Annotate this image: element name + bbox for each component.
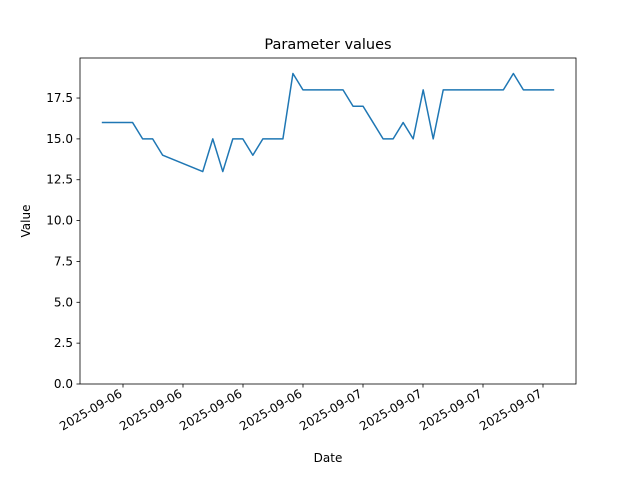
x-tick-label: 2025-09-06 [177,386,244,433]
y-tick-label: 17.5 [46,91,73,105]
x-axis-ticks: 2025-09-062025-09-062025-09-062025-09-06… [57,384,545,433]
plot-frame [79,57,577,385]
x-tick-label: 2025-09-06 [237,386,304,433]
y-tick-label: 12.5 [46,173,73,187]
x-tick-label: 2025-09-07 [297,386,364,433]
y-axis-label: Value [19,205,33,238]
chart-title: Parameter values [264,37,391,53]
x-tick-label: 2025-09-07 [417,386,484,433]
x-tick-label: 2025-09-07 [357,386,424,433]
y-tick-label: 0.0 [54,377,73,391]
y-tick-label: 5.0 [54,295,73,309]
y-tick-label: 7.5 [54,254,73,268]
y-tick-label: 15.0 [46,132,73,146]
x-tick-label: 2025-09-07 [477,386,544,433]
y-tick-label: 2.5 [54,336,73,350]
series-line [101,72,555,173]
y-axis-ticks: 0.0 2.5 5.0 7.5 10.0 12.5 15.0 17.5 [46,91,80,391]
x-tick-label: 2025-09-06 [57,386,124,433]
y-tick-label: 10.0 [46,214,73,228]
plot-background [80,58,576,384]
x-tick-label: 2025-09-06 [117,386,184,433]
x-axis-label: Date [314,451,343,465]
